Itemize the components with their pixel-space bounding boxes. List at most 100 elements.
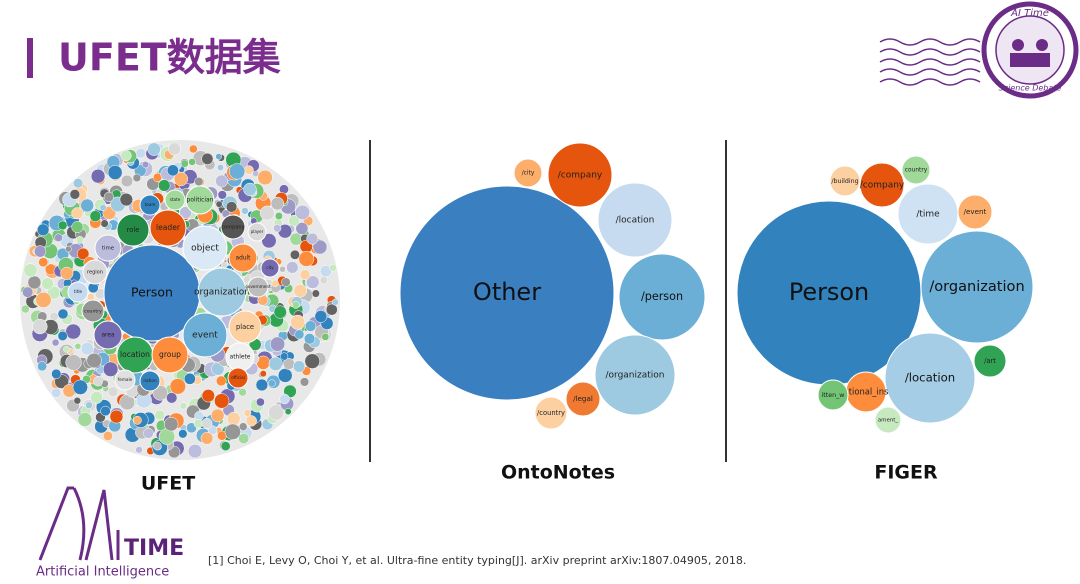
- small-bubble: [22, 286, 34, 298]
- bubble: [247, 276, 269, 298]
- small-bubble: [34, 245, 47, 258]
- small-bubble: [243, 409, 252, 417]
- panel-caption: UFET: [141, 473, 195, 495]
- bubble-label: /organization: [606, 371, 665, 381]
- small-bubble: [76, 236, 84, 244]
- bubble-label: /company: [860, 181, 905, 191]
- small-bubble: [119, 192, 133, 207]
- badge-bottom-text: Science Debate: [999, 84, 1062, 93]
- small-bubble: [214, 393, 230, 409]
- brand-name: TIME: [124, 536, 184, 561]
- bubble-label: /person: [641, 290, 683, 303]
- bubble-label: place: [236, 323, 254, 331]
- bubble: [901, 155, 931, 185]
- small-bubble: [259, 370, 267, 378]
- bubble-label: Other: [473, 278, 541, 306]
- bubble: [94, 234, 122, 262]
- small-bubble: [100, 219, 109, 228]
- small-bubble: [304, 353, 320, 369]
- bubble-label: /time: [916, 210, 940, 220]
- small-bubble: [201, 389, 215, 403]
- small-bubble: [225, 201, 238, 213]
- small-bubble: [86, 352, 102, 369]
- small-bubble: [200, 431, 214, 445]
- bubble: [151, 336, 189, 374]
- small-bubble: [303, 333, 316, 345]
- small-bubble: [255, 378, 269, 392]
- small-bubble: [57, 330, 68, 341]
- badge-figure: [1036, 39, 1048, 51]
- small-bubble: [286, 261, 299, 274]
- small-bubble: [132, 173, 142, 183]
- small-bubble: [274, 212, 283, 221]
- small-bubble: [164, 416, 179, 432]
- small-bubble: [37, 361, 48, 372]
- bubble-label: government: [245, 284, 271, 289]
- bubble-label: adult: [236, 256, 252, 262]
- bubble-label: leader: [156, 223, 181, 232]
- small-bubble: [271, 279, 279, 287]
- bubble: [197, 267, 247, 317]
- small-bubble: [65, 354, 82, 371]
- small-bubble: [257, 169, 273, 186]
- bubble: [920, 230, 1034, 344]
- small-bubble: [143, 427, 154, 439]
- small-bubble: [169, 378, 186, 395]
- panel-caption: FIGER: [874, 462, 938, 484]
- bubble-label: /company: [558, 171, 603, 181]
- footnote: [1] Choi E, Levy O, Choi Y, et al. Ultra…: [208, 554, 746, 567]
- small-bubble: [311, 289, 320, 298]
- bubble: [618, 253, 706, 341]
- small-bubble: [226, 411, 241, 426]
- small-bubble: [244, 165, 254, 175]
- small-bubble: [36, 223, 50, 236]
- small-bubble: [109, 409, 124, 424]
- small-bubble: [268, 356, 283, 371]
- small-bubble: [102, 431, 113, 441]
- small-bubble: [298, 251, 315, 267]
- small-bubble: [331, 298, 339, 306]
- bubble: [139, 370, 161, 392]
- brand-mark: [38, 486, 120, 561]
- small-bubble: [273, 305, 287, 319]
- bubble: [534, 396, 568, 430]
- small-bubble: [201, 417, 213, 429]
- small-bubble: [73, 178, 84, 189]
- small-bubble: [299, 377, 310, 387]
- small-bubble: [294, 329, 305, 340]
- bubble: [114, 369, 136, 391]
- small-bubble: [277, 368, 293, 383]
- small-bubble: [133, 415, 142, 425]
- small-bubble: [80, 342, 94, 356]
- small-bubble: [290, 314, 306, 330]
- bubble-label: /organization: [929, 278, 1024, 295]
- brand-subtitle: Artificial Intelligence: [36, 565, 169, 580]
- small-bubble: [314, 310, 328, 323]
- bubble: [227, 367, 249, 389]
- small-bubble: [224, 423, 241, 440]
- small-bubble: [241, 207, 249, 215]
- small-bubble: [215, 153, 223, 160]
- bubble: [67, 281, 89, 303]
- small-bubble: [80, 198, 94, 213]
- bubble-label: player: [251, 229, 264, 234]
- bubble-label: area: [101, 333, 115, 339]
- bubble-label: /city: [522, 171, 535, 177]
- bubble: [82, 259, 108, 285]
- bubble: [260, 258, 280, 278]
- small-bubble: [107, 386, 119, 398]
- small-bubble: [270, 336, 286, 352]
- small-bubble: [107, 165, 123, 180]
- bubble: [874, 406, 902, 434]
- badge: AI Time Science Debate: [879, 1, 1079, 99]
- bubble-label: organization: [194, 288, 250, 298]
- small-bubble: [77, 412, 93, 427]
- bubble: [973, 344, 1007, 378]
- badge-desk: [1010, 53, 1050, 67]
- small-bubble: [207, 425, 218, 436]
- small-bubble: [270, 196, 285, 211]
- small-bubble: [71, 207, 84, 220]
- small-bubble: [158, 179, 171, 192]
- bubble-label: ament_: [878, 418, 899, 424]
- small-bubble: [102, 361, 119, 377]
